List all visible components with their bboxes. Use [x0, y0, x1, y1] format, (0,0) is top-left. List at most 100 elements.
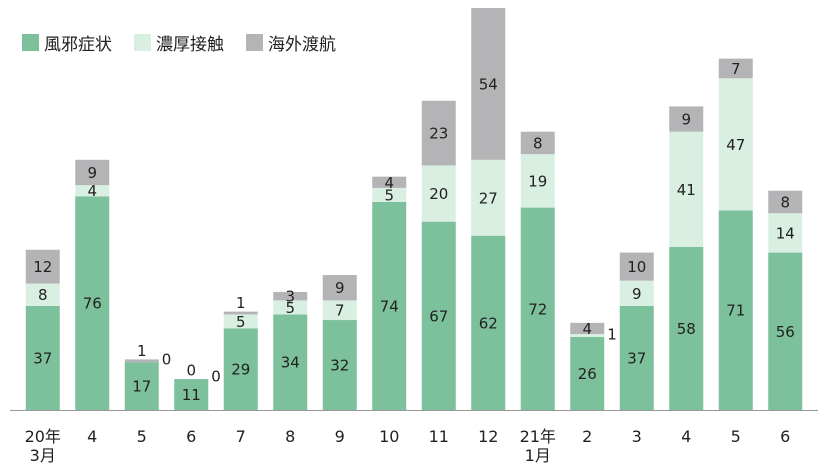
bar-segment — [322, 300, 357, 321]
bar-segment — [471, 159, 506, 236]
value-label: 4 — [87, 182, 97, 200]
legend-label: 風邪症状 — [44, 35, 112, 55]
bar-segment — [223, 328, 258, 410]
value-label: 9 — [335, 279, 345, 297]
bar-segment — [174, 379, 209, 410]
legend-swatch — [246, 34, 263, 51]
value-label: 9 — [632, 285, 642, 303]
value-label: 71 — [726, 302, 745, 320]
value-label: 8 — [533, 134, 543, 152]
x-tick-label: 8 — [285, 427, 296, 446]
bar-segment — [570, 336, 605, 410]
legend-label: 濃厚接触 — [156, 35, 224, 55]
bar-segment — [372, 201, 407, 410]
legend-swatch — [134, 34, 151, 51]
bar-segment — [273, 314, 308, 410]
value-label: 74 — [380, 297, 399, 315]
value-label: 37 — [33, 349, 52, 367]
bar-segment — [520, 207, 555, 410]
legend-label: 海外渡航 — [268, 35, 336, 55]
bar-segment — [273, 300, 308, 315]
value-label: 67 — [429, 307, 448, 325]
bar-segment — [718, 58, 753, 79]
x-tick-label: 9 — [334, 427, 345, 446]
x-tick-label: 10 — [379, 427, 400, 446]
value-label: 62 — [479, 314, 498, 332]
bar-segment — [570, 322, 605, 335]
x-tick-label: 12 — [478, 427, 499, 446]
value-label: 12 — [33, 258, 52, 276]
value-label: 58 — [677, 320, 696, 338]
bar-segment — [25, 305, 60, 410]
value-label: 9 — [87, 164, 97, 182]
bar-segment — [669, 131, 704, 247]
bar-segment — [768, 252, 803, 410]
bar-segment — [421, 100, 456, 166]
x-tick-label: 4 — [681, 427, 692, 446]
value-label: 1 — [137, 342, 147, 360]
bar-segment — [124, 362, 159, 410]
value-label: 41 — [677, 181, 696, 199]
bar-segment — [718, 210, 753, 410]
bar-segment — [619, 280, 654, 306]
bar-segment — [75, 159, 110, 186]
value-label: 19 — [528, 172, 547, 190]
value-label: 37 — [627, 349, 646, 367]
value-label: 72 — [528, 300, 547, 318]
value-label: 76 — [83, 295, 102, 313]
value-label: 26 — [578, 365, 597, 383]
bar-segment — [25, 249, 60, 284]
value-label: 8 — [780, 193, 790, 211]
value-label: 8 — [38, 286, 48, 304]
bar-segment — [570, 334, 605, 337]
value-label: 0 — [211, 368, 221, 386]
value-label: 56 — [776, 323, 795, 341]
x-tick-label: 3 — [631, 427, 642, 446]
value-label: 0 — [162, 351, 172, 369]
value-label: 14 — [776, 224, 795, 242]
x-tick-label: 11 — [428, 427, 449, 446]
value-label: 29 — [231, 361, 250, 379]
bar-segment — [619, 252, 654, 281]
value-label: 9 — [681, 111, 691, 129]
x-tick-label: 6 — [186, 427, 197, 446]
bar-segment — [223, 314, 258, 329]
bar-segment — [669, 106, 704, 132]
x-tick-label: 20年 3月 — [24, 427, 61, 465]
value-label: 23 — [429, 125, 448, 143]
value-label: 3 — [285, 288, 295, 306]
bar-segment — [273, 291, 308, 301]
x-tick-label: 6 — [780, 427, 791, 446]
bar-segment — [421, 221, 456, 410]
bar-segment — [718, 78, 753, 211]
bar-segment — [322, 275, 357, 301]
value-label: 1 — [236, 294, 246, 312]
value-label: 4 — [384, 174, 394, 192]
value-label: 11 — [182, 386, 201, 404]
value-label: 34 — [281, 354, 300, 372]
bar-segment — [223, 311, 258, 315]
x-tick-label: 5 — [730, 427, 741, 446]
bar-segment — [471, 8, 506, 160]
bar-segment — [619, 305, 654, 410]
legend-swatch — [22, 34, 39, 51]
value-label: 10 — [627, 258, 646, 276]
value-label: 47 — [726, 136, 745, 154]
x-tick-label: 2 — [582, 427, 593, 446]
value-label: 4 — [582, 320, 592, 338]
value-label: 0 — [186, 362, 196, 380]
value-label: 7 — [731, 60, 741, 78]
value-label: 27 — [479, 189, 498, 207]
value-label: 17 — [132, 378, 151, 396]
bar-segment — [421, 165, 456, 222]
bar-segment — [520, 131, 555, 155]
bar-segment — [768, 190, 803, 214]
value-label: 7 — [335, 302, 345, 320]
x-tick-label: 7 — [235, 427, 246, 446]
bar-segment — [124, 359, 159, 363]
bar-segment — [75, 185, 110, 197]
bar-segment — [25, 283, 60, 306]
x-tick-label: 21年 1月 — [519, 427, 556, 465]
